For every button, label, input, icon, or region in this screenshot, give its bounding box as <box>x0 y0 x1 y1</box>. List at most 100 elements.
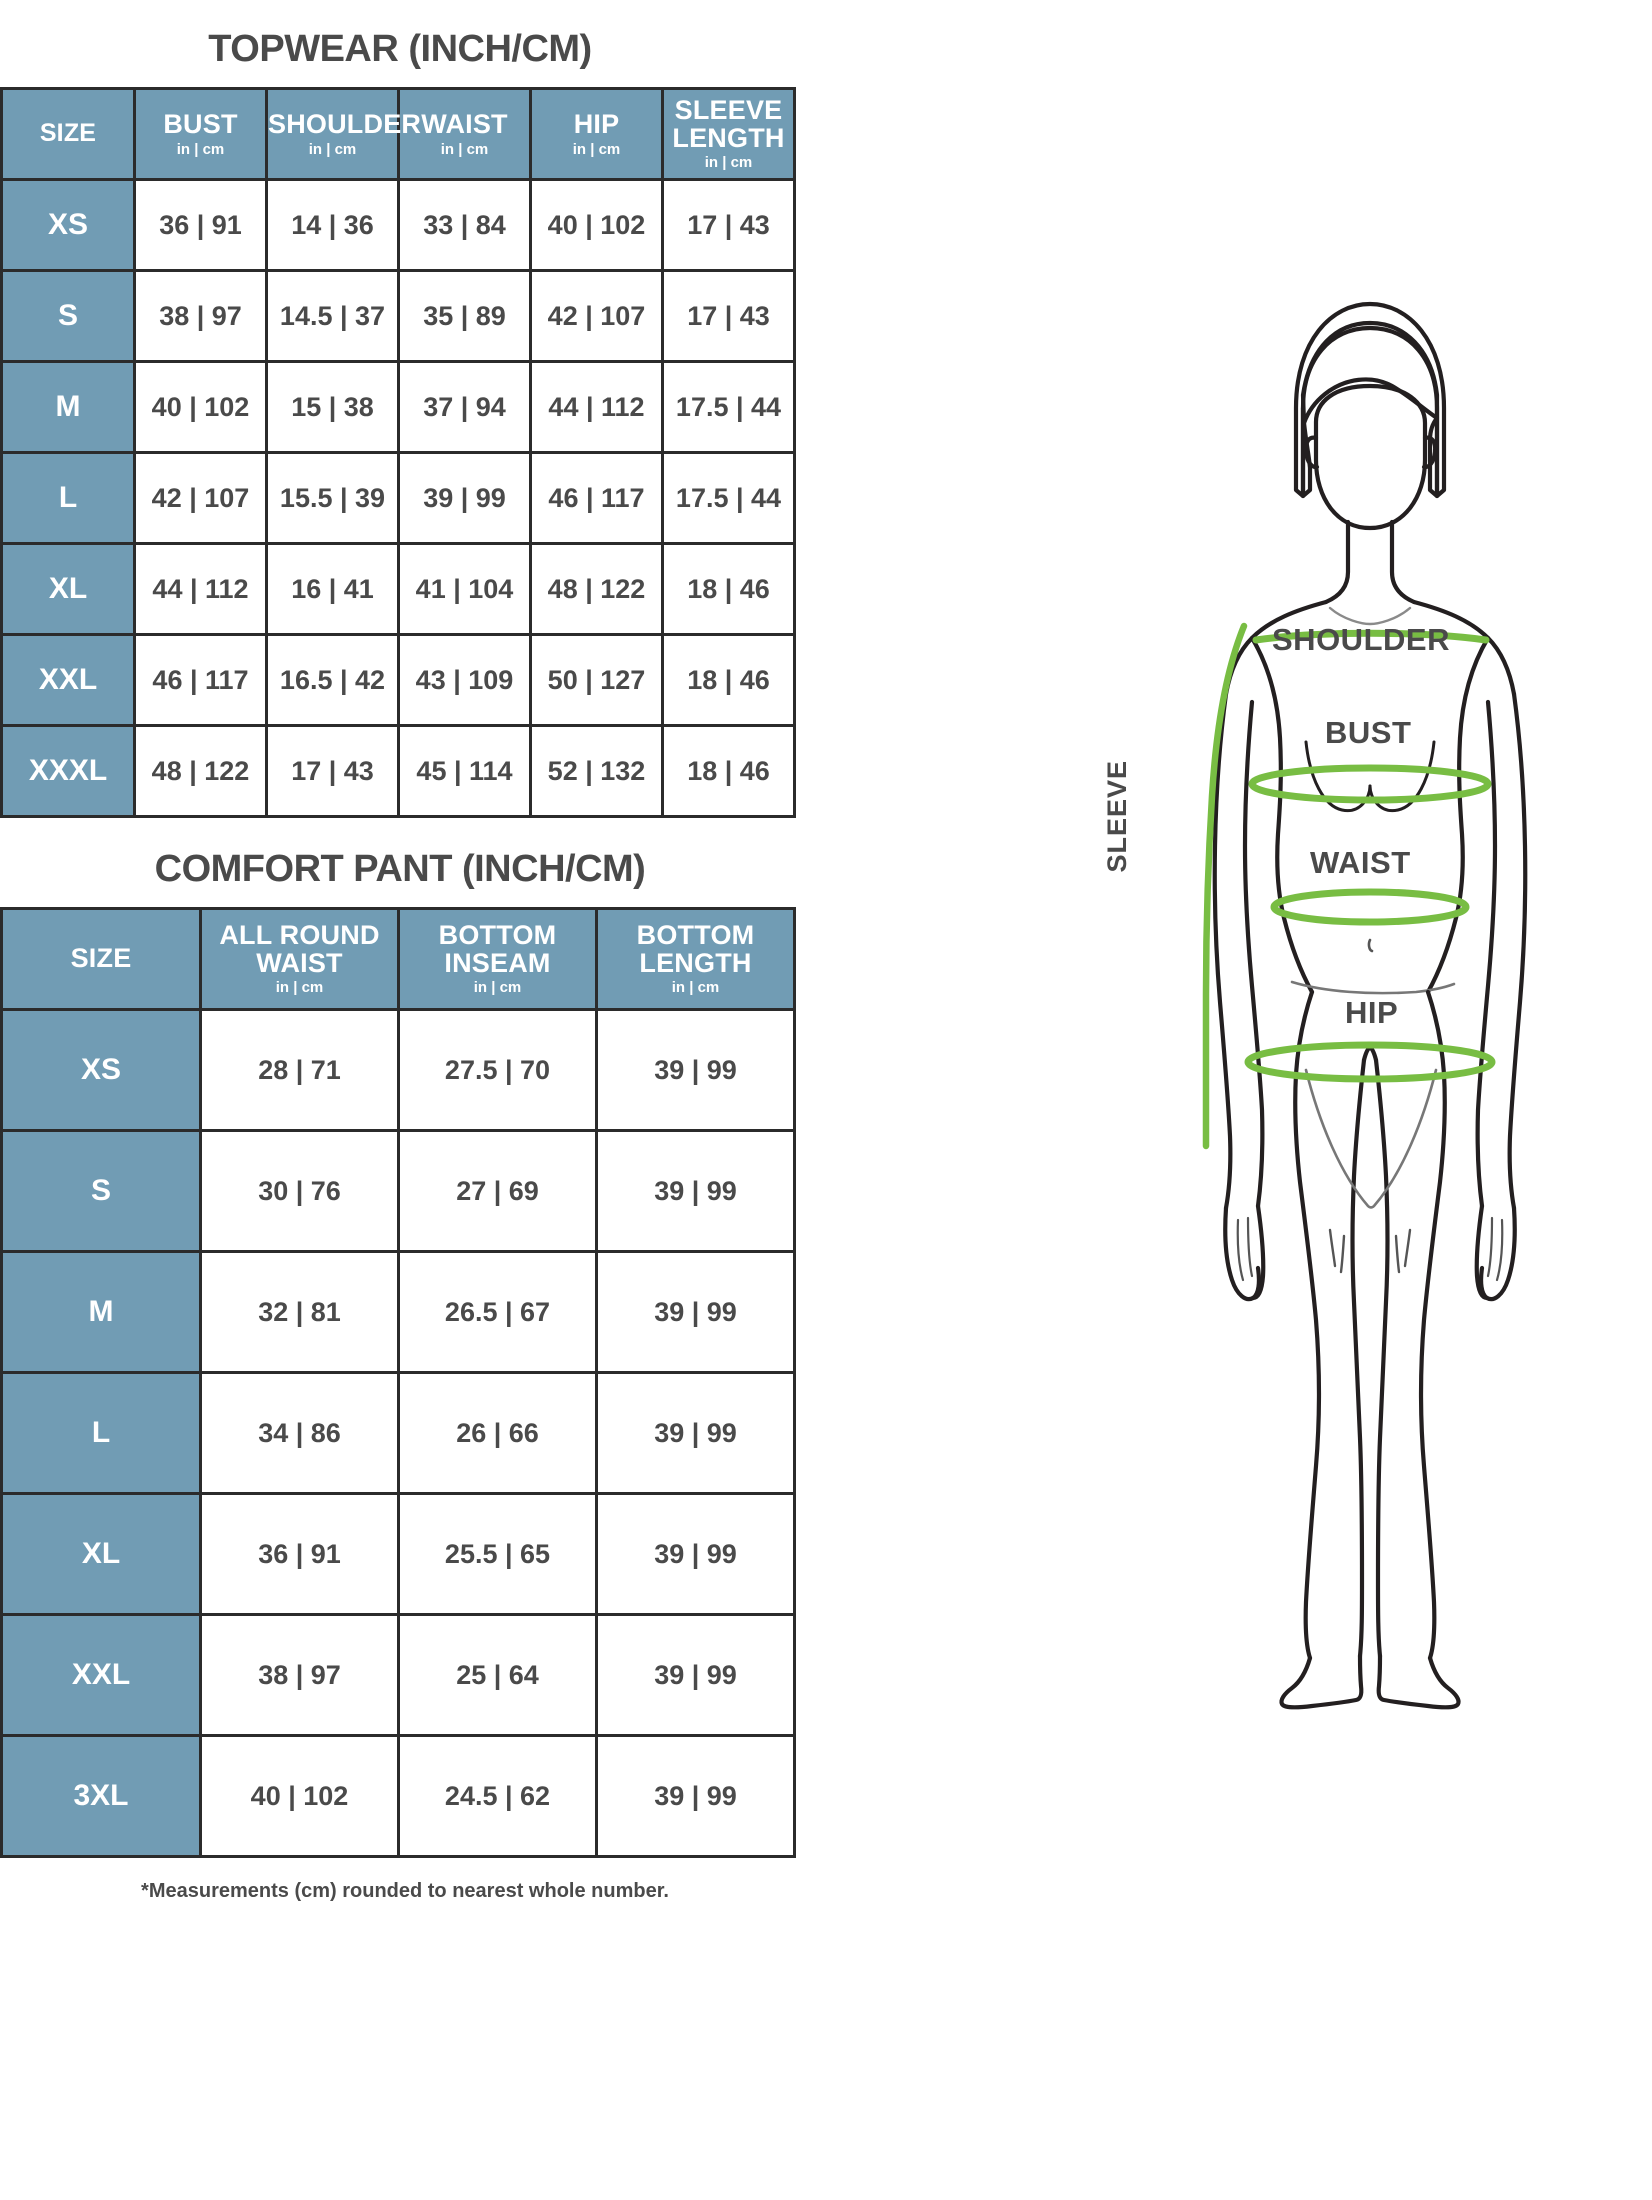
topwear-hip: 42 | 107 <box>529 269 664 363</box>
topwear-waist: 41 | 104 <box>397 542 532 636</box>
table-row: XXL 38 | 97 25 | 64 39 | 99 <box>0 1613 796 1737</box>
waist-measure-ellipse <box>1270 888 1470 926</box>
pant-bottom-inseam: 26.5 | 67 <box>397 1250 598 1374</box>
pant-bottom-inseam: 27.5 | 70 <box>397 1008 598 1132</box>
table-row: 3XL 40 | 102 24.5 | 62 39 | 99 <box>0 1734 796 1858</box>
pant-header-row: SIZE ALL ROUND WAIST in | cm BOTTOM INSE… <box>0 907 796 1011</box>
topwear-shoulder: 14 | 36 <box>265 178 400 272</box>
table-row: S 30 | 76 27 | 69 39 | 99 <box>0 1129 796 1253</box>
pant-bottom-inseam: 25.5 | 65 <box>397 1492 598 1616</box>
body-measurement-diagram: SHOULDER BUST WAIST HIP SLEEVE <box>1102 290 1640 1950</box>
pant-bottom-length: 39 | 99 <box>595 1734 796 1858</box>
topwear-bust: 38 | 97 <box>133 269 268 363</box>
topwear-waist: 45 | 114 <box>397 724 532 818</box>
topwear-col-size: SIZE <box>0 87 136 181</box>
table-row: XS 28 | 71 27.5 | 70 39 | 99 <box>0 1008 796 1132</box>
topwear-sleeve: 18 | 46 <box>661 633 796 727</box>
bust-measure-ellipse <box>1248 764 1492 804</box>
topwear-shoulder: 17 | 43 <box>265 724 400 818</box>
topwear-title: TOPWEAR (INCH/CM) <box>208 28 592 70</box>
topwear-size: S <box>0 269 136 363</box>
pant-size: XL <box>0 1492 202 1616</box>
pant-size: L <box>0 1371 202 1495</box>
topwear-shoulder: 16 | 41 <box>265 542 400 636</box>
sleeve-measure-line <box>1202 622 1248 1150</box>
bust-label: BUST <box>1325 715 1412 750</box>
topwear-table: SIZE BUST in | cm SHOULDER in | cm WAIST… <box>0 87 796 818</box>
pant-size: XXL <box>0 1613 202 1737</box>
topwear-sleeve: 17.5 | 44 <box>661 360 796 454</box>
topwear-col-bust-label: BUST <box>163 109 238 140</box>
topwear-col-waist: WAIST in | cm <box>397 87 532 181</box>
topwear-sleeve: 18 | 46 <box>661 724 796 818</box>
topwear-col-hip: HIP in | cm <box>529 87 664 181</box>
topwear-size: M <box>0 360 136 454</box>
table-row: XXL 46 | 117 16.5 | 42 43 | 109 50 | 127… <box>0 633 796 727</box>
pant-col-bottom-inseam-units: in | cm <box>473 979 522 997</box>
topwear-waist: 43 | 109 <box>397 633 532 727</box>
topwear-col-waist-label: WAIST <box>421 109 508 140</box>
topwear-size: XXL <box>0 633 136 727</box>
tables-column: TOPWEAR (INCH/CM) SIZE BUST in | cm SHOU… <box>0 28 796 1902</box>
topwear-col-hip-label: HIP <box>573 109 620 140</box>
pant-col-bottom-inseam-label: BOTTOM INSEAM <box>438 920 557 978</box>
pant-col-size-label: SIZE <box>70 943 132 974</box>
pant-bottom-length: 39 | 99 <box>595 1371 796 1495</box>
topwear-shoulder: 14.5 | 37 <box>265 269 400 363</box>
topwear-sleeve: 17 | 43 <box>661 269 796 363</box>
topwear-col-shoulder-units: in | cm <box>308 140 357 158</box>
pant-all-round-waist: 34 | 86 <box>199 1371 400 1495</box>
topwear-sleeve: 17.5 | 44 <box>661 451 796 545</box>
topwear-hip: 44 | 112 <box>529 360 664 454</box>
measurement-lines <box>1202 622 1496 1150</box>
sleeve-label: SLEEVE <box>1102 760 1132 873</box>
female-body-figure-svg <box>1202 301 1528 1710</box>
pant-col-bottom-length-label: BOTTOM LENGTH <box>636 920 755 978</box>
shoulder-measure-line <box>1252 629 1490 644</box>
hip-label: HIP <box>1345 995 1399 1030</box>
topwear-shoulder: 15.5 | 39 <box>265 451 400 545</box>
pant-col-bottom-inseam: BOTTOM INSEAM in | cm <box>397 907 598 1011</box>
topwear-waist: 35 | 89 <box>397 269 532 363</box>
pant-bottom-inseam: 27 | 69 <box>397 1129 598 1253</box>
topwear-col-hip-units: in | cm <box>572 140 621 158</box>
topwear-col-sleeve-length-units: in | cm <box>704 154 753 172</box>
topwear-hip: 50 | 127 <box>529 633 664 727</box>
topwear-sleeve: 17 | 43 <box>661 178 796 272</box>
topwear-col-shoulder-label: SHOULDER <box>268 109 422 140</box>
topwear-size: L <box>0 451 136 545</box>
topwear-col-sleeve-length-label: SLEEVE LENGTH <box>672 95 785 153</box>
pant-col-bottom-length: BOTTOM LENGTH in | cm <box>595 907 796 1011</box>
pant-all-round-waist: 32 | 81 <box>199 1250 400 1374</box>
topwear-size: XL <box>0 542 136 636</box>
pant-all-round-waist: 40 | 102 <box>199 1734 400 1858</box>
pant-col-bottom-length-units: in | cm <box>671 979 720 997</box>
pant-bottom-length: 39 | 99 <box>595 1492 796 1616</box>
topwear-bust: 40 | 102 <box>133 360 268 454</box>
pant-bottom-inseam: 26 | 66 <box>397 1371 598 1495</box>
topwear-bust: 44 | 112 <box>133 542 268 636</box>
pant-size: S <box>0 1129 202 1253</box>
pant-all-round-waist: 36 | 91 <box>199 1492 400 1616</box>
topwear-bust: 46 | 117 <box>133 633 268 727</box>
table-row: XL 36 | 91 25.5 | 65 39 | 99 <box>0 1492 796 1616</box>
topwear-hip: 48 | 122 <box>529 542 664 636</box>
topwear-hip: 52 | 132 <box>529 724 664 818</box>
topwear-bust: 48 | 122 <box>133 724 268 818</box>
pant-col-all-round-waist-label: ALL ROUND WAIST <box>219 920 380 978</box>
pant-bottom-length: 39 | 99 <box>595 1613 796 1737</box>
pant-all-round-waist: 38 | 97 <box>199 1613 400 1737</box>
pant-size: 3XL <box>0 1734 202 1858</box>
pant-col-all-round-waist-units: in | cm <box>275 979 324 997</box>
pant-all-round-waist: 28 | 71 <box>199 1008 400 1132</box>
measurement-footnote: *Measurements (cm) rounded to nearest wh… <box>141 1880 669 1902</box>
table-row: S 38 | 97 14.5 | 37 35 | 89 42 | 107 17 … <box>0 269 796 363</box>
pant-bottom-length: 39 | 99 <box>595 1250 796 1374</box>
table-row: XL 44 | 112 16 | 41 41 | 104 48 | 122 18… <box>0 542 796 636</box>
topwear-shoulder: 16.5 | 42 <box>265 633 400 727</box>
topwear-col-size-label: SIZE <box>39 119 97 148</box>
topwear-col-bust: BUST in | cm <box>133 87 268 181</box>
pant-col-all-round-waist: ALL ROUND WAIST in | cm <box>199 907 400 1011</box>
topwear-hip: 40 | 102 <box>529 178 664 272</box>
